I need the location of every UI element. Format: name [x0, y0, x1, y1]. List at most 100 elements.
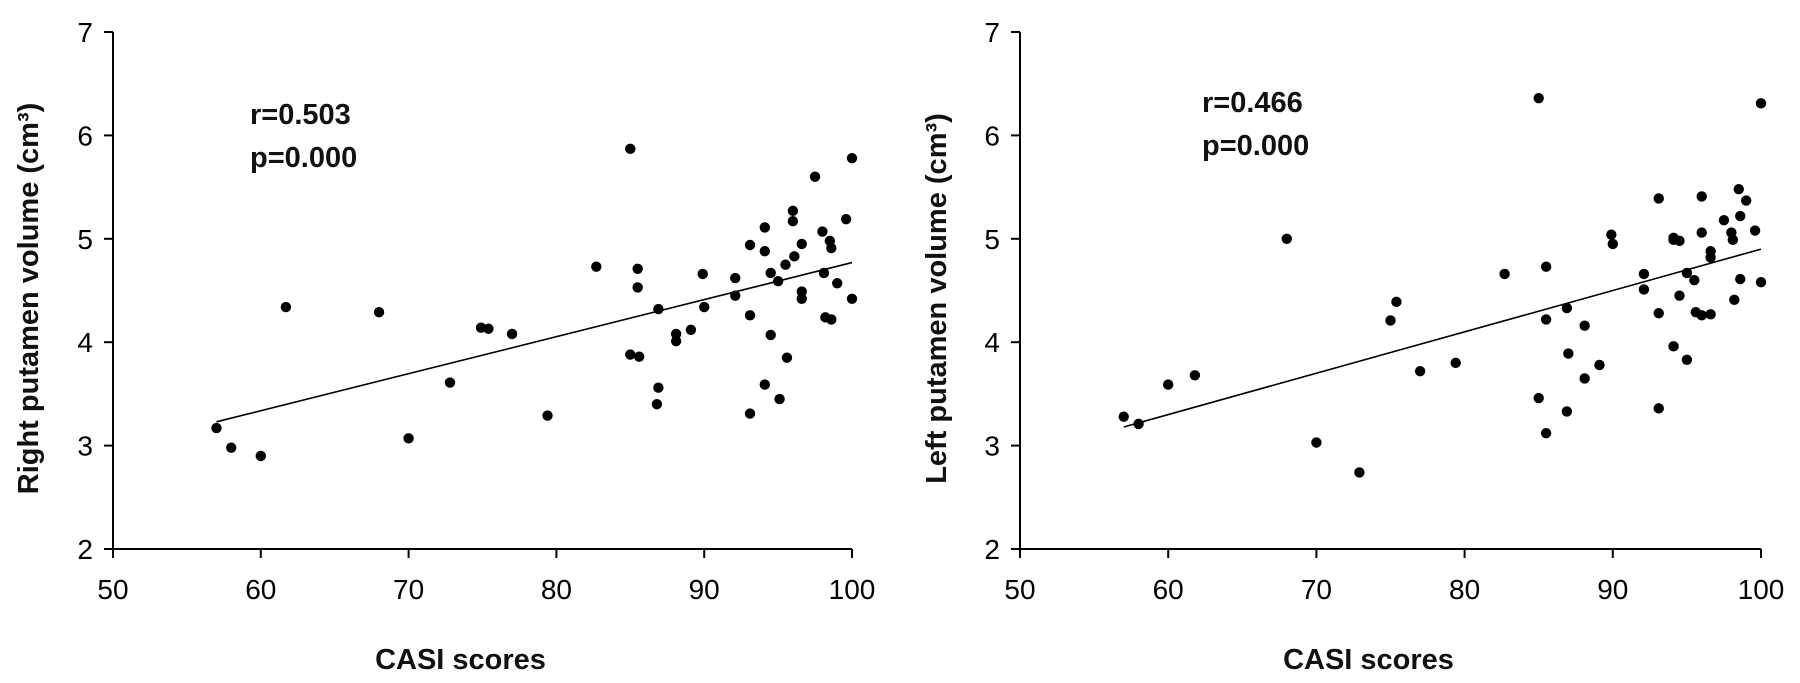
chart-1-data-point	[1594, 359, 1605, 371]
chart-0-data-point	[403, 433, 414, 444]
chart-0-x-tick-label: 90	[689, 574, 720, 605]
chart-0-x-tick-label: 70	[393, 574, 424, 605]
chart-0-y-tick-label: 6	[77, 120, 93, 151]
chart-1-data-point	[1735, 273, 1746, 285]
chart-0-data-point	[796, 293, 807, 304]
chart-0-data-point	[633, 351, 645, 362]
chart-0-data-point	[373, 307, 385, 318]
chart-1-data-point	[1674, 290, 1685, 301]
chart-1-y-axis-title: Left putamen volume (cm³)	[921, 113, 953, 484]
chart-1-data-point	[1533, 92, 1544, 104]
chart-0-data-point	[840, 213, 852, 225]
chart-0-data-point	[796, 286, 807, 297]
chart-0-data-point	[483, 323, 494, 334]
chart-0-data-point	[730, 290, 741, 301]
chart-1-data-point	[1133, 418, 1144, 430]
chart-0-data-point	[809, 171, 821, 182]
chart-1-data-point	[1311, 437, 1322, 448]
chart-0-data-point	[280, 301, 292, 313]
chart-1-data-point	[1533, 392, 1544, 404]
chart-0-data-point	[826, 314, 837, 325]
chart-0-data-point	[699, 301, 710, 313]
chart-1-data-point	[1755, 98, 1767, 109]
chart-1-data-point	[1729, 294, 1740, 306]
chart-1-data-point	[1561, 406, 1573, 417]
chart-1-x-tick-label: 50	[1004, 574, 1035, 605]
chart-1-data-point	[1696, 191, 1707, 202]
chart-0-data-point	[226, 442, 237, 453]
chart-1-x-tick-label: 80	[1449, 574, 1480, 605]
chart-0-y-axis-title: Right putamen volume (cm³)	[13, 103, 45, 495]
chart-1-data-point	[1540, 314, 1552, 325]
chart-1-data-point	[1540, 427, 1552, 439]
chart-1-data-point	[1391, 296, 1402, 308]
chart-0-y-tick-label: 4	[77, 327, 93, 358]
chart-0-data-point	[632, 263, 643, 274]
chart-0-data-point	[826, 242, 837, 254]
chart-1-data-point	[1563, 348, 1574, 359]
chart-1-data-point	[1668, 341, 1679, 352]
chart-1-data-point	[1579, 320, 1590, 331]
chart-1-trendline	[1123, 248, 1762, 428]
chart-0-data-point	[542, 410, 553, 421]
chart-1-data-point	[1733, 183, 1744, 195]
chart-1-data-point	[1118, 411, 1129, 422]
chart-1-y-tick-label: 3	[984, 431, 1000, 462]
chart-0-data-point	[774, 393, 785, 405]
chart-1-data-point	[1689, 274, 1700, 286]
chart-1-data-point	[1607, 238, 1619, 250]
chart-1-y-tick-label: 2	[984, 534, 1000, 565]
chart-0-data-point	[765, 329, 776, 341]
chart-0-data-point	[651, 399, 663, 410]
chart-0-data-point	[781, 352, 793, 363]
chart-0-data-point	[506, 328, 518, 340]
chart-0-data-point	[818, 267, 830, 279]
chart-1-data-point	[1705, 309, 1716, 320]
chart-0-y-tick-label: 3	[77, 431, 93, 462]
chart-1-data-point	[1653, 193, 1664, 204]
chart-0-data-point	[744, 239, 756, 251]
chart-1-x-tick-label: 90	[1597, 574, 1628, 605]
chart-0-x-axis-title: CASI scores	[375, 644, 546, 676]
chart-0-data-point	[846, 293, 858, 304]
chart-0-data-point	[444, 377, 456, 388]
chart-0-p-value-label: p=0.000	[250, 142, 357, 174]
chart-1-data-point	[1385, 315, 1396, 326]
chart-0-data-point	[796, 238, 807, 250]
chart-0-data-point	[789, 251, 800, 262]
chart-1-data-point	[1653, 403, 1664, 414]
chart-0-trendline	[216, 261, 853, 423]
right-putamen-scatter-chart: 50 60 70 80 90 100 2 3 4 5 6 7 CASI scores Right puta…	[13, 17, 875, 676]
chart-1-data-point	[1705, 252, 1716, 263]
chart-1-x-tick-label: 70	[1301, 574, 1332, 605]
chart-0-data-point	[817, 226, 828, 237]
chart-0-data-point	[759, 246, 770, 257]
chart-1-x-tick-label: 60	[1153, 574, 1184, 605]
chart-1-data-point	[1681, 267, 1693, 279]
chart-0-data-point	[772, 275, 784, 287]
chart-1-data-point	[1718, 214, 1730, 226]
chart-0-x-tick-label: 100	[829, 574, 876, 605]
chart-1-data-point	[1674, 235, 1685, 247]
chart-0-y-tick-label: 5	[77, 224, 93, 255]
chart-0-data-point	[744, 408, 756, 419]
chart-0-data-point	[765, 267, 776, 279]
chart-0-data-point	[625, 143, 636, 155]
chart-1-r-value-label: r=0.466	[1202, 87, 1303, 119]
chart-0-x-tick-label: 50	[97, 574, 128, 605]
chart-1-data-point	[1653, 308, 1664, 319]
chart-1-y-tick-label: 6	[984, 120, 1000, 151]
chart-1-data-point	[1638, 268, 1650, 280]
chart-0-y-tick-label: 7	[77, 17, 93, 48]
chart-0-data-point	[780, 259, 791, 270]
chart-1-x-axis-title: CASI scores	[1283, 644, 1454, 676]
chart-1-data-point	[1727, 234, 1739, 246]
chart-1-data-point	[1163, 379, 1174, 390]
left-putamen-scatter-chart: 50 60 70 80 90 100 2 3 4 5 6 7 CASI scores Left putam…	[921, 17, 1784, 676]
chart-0-data-point	[787, 205, 799, 217]
chart-0-data-point	[759, 222, 770, 233]
chart-1-y-tick-label: 5	[984, 224, 1000, 255]
chart-0-data-point	[670, 335, 682, 347]
chart-0-data-point	[625, 349, 636, 360]
